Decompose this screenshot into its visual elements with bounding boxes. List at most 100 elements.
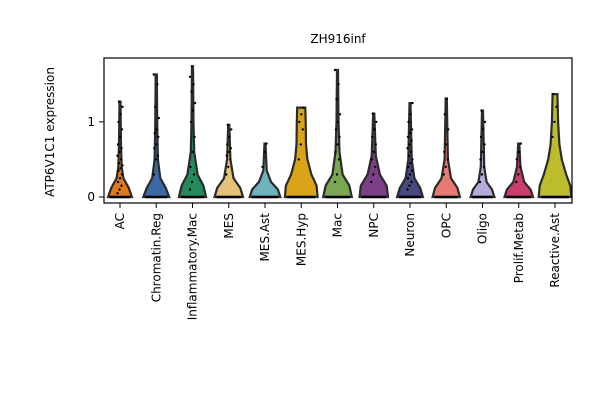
data-point: [334, 150, 337, 154]
data-point: [189, 165, 192, 169]
data-point: [406, 177, 410, 180]
data-point: [410, 128, 414, 131]
data-point: [334, 128, 338, 131]
data-point: [411, 101, 414, 105]
data-point: [375, 120, 378, 124]
data-point: [263, 150, 266, 154]
data-point: [120, 173, 124, 176]
data-point: [445, 97, 448, 100]
data-point: [443, 150, 446, 154]
data-point: [154, 158, 157, 161]
data-point: [374, 143, 377, 146]
data-point: [406, 135, 410, 139]
data-point: [481, 150, 484, 154]
data-point: [120, 147, 123, 150]
data-point: [192, 173, 196, 176]
data-point: [515, 158, 518, 161]
data-point: [409, 150, 413, 154]
data-point: [478, 180, 482, 184]
data-point: [371, 112, 374, 115]
data-point: [193, 135, 196, 139]
plot-area: [106, 65, 573, 199]
data-point: [373, 128, 376, 131]
data-point: [116, 143, 120, 146]
violin-ac: [106, 100, 134, 199]
data-point: [230, 128, 233, 131]
data-point: [226, 123, 229, 127]
data-point: [409, 113, 412, 116]
data-point: [191, 150, 194, 154]
data-point: [406, 147, 409, 150]
data-point: [409, 162, 412, 165]
data-point: [407, 120, 410, 124]
data-point: [447, 128, 450, 131]
data-point: [374, 165, 377, 169]
data-point: [152, 173, 155, 176]
data-point: [121, 105, 124, 109]
data-point: [156, 83, 159, 86]
data-point: [410, 180, 413, 184]
data-point: [227, 150, 230, 154]
data-point: [117, 120, 120, 124]
data-point: [519, 165, 522, 169]
data-point: [188, 75, 192, 79]
data-point: [411, 158, 414, 161]
data-point: [483, 143, 486, 146]
data-point: [481, 128, 485, 131]
category-label: MES.Hyp: [294, 213, 308, 266]
data-point: [116, 154, 119, 157]
data-point: [118, 135, 122, 139]
data-point: [117, 169, 120, 172]
data-point: [407, 154, 411, 157]
data-point: [154, 105, 157, 109]
data-point: [445, 143, 448, 146]
data-point: [155, 143, 158, 146]
data-point: [261, 165, 264, 169]
data-point: [371, 135, 374, 139]
data-point: [157, 135, 160, 139]
data-point: [483, 120, 487, 124]
violin-npc: [358, 112, 390, 199]
category-label: AC: [113, 213, 127, 229]
data-point: [482, 165, 486, 169]
data-point: [191, 109, 195, 112]
data-point: [406, 188, 409, 191]
data-point: [190, 65, 194, 68]
data-point: [225, 154, 228, 157]
data-point: [298, 120, 301, 124]
category-label: Prolif.Metab: [512, 213, 526, 283]
violin-oligo: [469, 109, 496, 199]
data-point: [155, 128, 158, 131]
data-point: [372, 150, 375, 154]
data-point: [119, 167, 122, 170]
data-point: [410, 139, 413, 142]
category-label: OPC: [439, 213, 453, 238]
data-point: [228, 135, 231, 139]
category-label: Oligo: [476, 213, 490, 244]
data-point: [118, 177, 122, 180]
category-label: Mac: [331, 213, 345, 237]
data-point: [116, 192, 119, 195]
data-point: [156, 154, 159, 157]
data-point: [410, 169, 414, 172]
data-point: [338, 135, 341, 139]
data-point: [555, 105, 558, 109]
data-point: [333, 68, 337, 72]
violin-mac: [321, 68, 354, 199]
data-point: [229, 158, 232, 161]
data-point: [117, 162, 121, 165]
data-point: [302, 106, 305, 109]
axes: AC Chromatin.Reg Inflammatory.Mac MES MES.As…: [87, 115, 562, 320]
data-point: [443, 113, 446, 116]
data-point: [121, 164, 124, 167]
chart-title: ZH916inf: [310, 32, 366, 46]
data-point: [370, 158, 373, 161]
violin-opc: [431, 97, 462, 199]
data-point: [337, 158, 341, 161]
y-tick-label: 1: [87, 115, 95, 129]
category-label: Chromatin.Reg: [149, 213, 163, 302]
data-point: [551, 135, 554, 139]
category-label: Inflammatory.Mac: [186, 213, 200, 320]
data-point: [301, 128, 304, 131]
